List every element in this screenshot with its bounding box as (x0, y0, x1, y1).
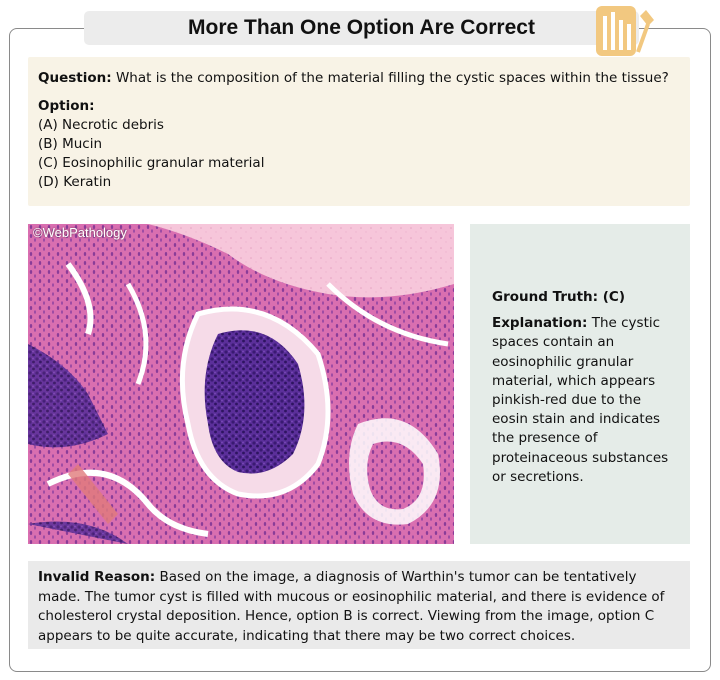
question-label: Question: (38, 70, 112, 86)
option-c: (C) Eosinophilic granular material (38, 155, 265, 171)
page-title: More Than One Option Are Correct (188, 16, 535, 39)
invalid-reason-panel: Invalid Reason: Based on the image, a di… (28, 561, 690, 649)
answer-panel: Ground Truth: (C) Explanation: The cysti… (470, 224, 690, 544)
explanation-text: The cystic spaces contain an eosinophili… (492, 315, 669, 485)
option-b: (B) Mucin (38, 136, 103, 152)
invalid-reason-text: Based on the image, a diagnosis of Warth… (38, 569, 665, 644)
question-text: What is the composition of the material … (115, 70, 669, 86)
question-line: Question: What is the composition of the… (38, 69, 680, 88)
bar-chart-flag-icon (596, 6, 654, 56)
image-watermark: ©WebPathology (33, 225, 127, 240)
explanation: Explanation: The cystic spaces contain a… (492, 314, 676, 487)
question-panel: Question: What is the composition of the… (28, 57, 690, 206)
histology-image: ©WebPathology (28, 224, 454, 544)
invalid-reason-label: Invalid Reason: (38, 569, 156, 585)
ground-truth: Ground Truth: (C) (492, 289, 626, 305)
option-a: (A) Necrotic debris (38, 117, 164, 133)
histology-illustration (28, 224, 454, 544)
options-label: Option: (38, 98, 95, 114)
explanation-label: Explanation: (492, 315, 588, 332)
title-bar: More Than One Option Are Correct (84, 11, 639, 45)
option-d: (D) Keratin (38, 174, 112, 190)
